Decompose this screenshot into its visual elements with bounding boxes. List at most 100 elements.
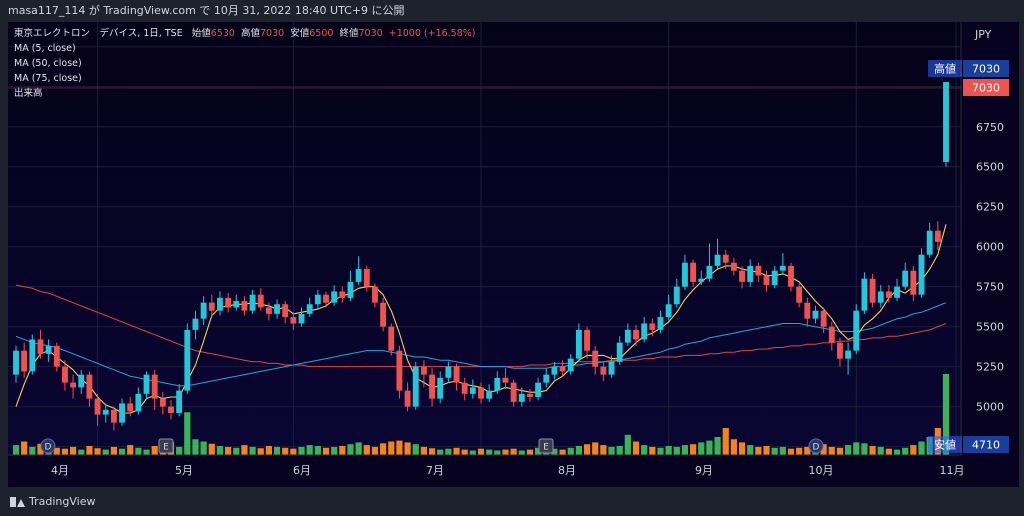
- candle-body: [845, 350, 852, 359]
- candle-body: [62, 366, 68, 383]
- candle-body: [918, 254, 925, 295]
- volume-bar: [347, 444, 354, 455]
- price-tick-label: 5250: [976, 361, 1004, 374]
- volume-bar: [135, 447, 142, 455]
- candle-body: [184, 329, 191, 391]
- volume-bar: [755, 446, 762, 455]
- candle-body: [453, 366, 460, 383]
- volume-bar: [698, 442, 705, 455]
- volume-bar: [461, 449, 468, 455]
- candle-body: [747, 265, 754, 282]
- candle-body: [828, 326, 835, 343]
- candle-body: [796, 286, 803, 303]
- candle-body: [722, 254, 729, 263]
- volume-bar: [641, 445, 648, 455]
- candle-body: [551, 366, 558, 375]
- candle-body: [885, 291, 892, 298]
- candle-body: [217, 297, 223, 311]
- month-tick-label: 4月: [51, 464, 69, 477]
- candle-body: [755, 265, 762, 276]
- volume-bar: [681, 445, 689, 455]
- event-marker-label: D: [813, 443, 820, 453]
- event-marker-label: D: [45, 443, 52, 453]
- volume-bar: [771, 447, 778, 455]
- time-axis: 4月 5月 6月 7月 8月 9月 10月 11月: [8, 454, 1019, 487]
- volume-bar: [902, 447, 909, 455]
- candle-body: [657, 317, 664, 330]
- candle-body: [527, 393, 533, 398]
- candle-body: [363, 269, 370, 287]
- dividend-marker-icon: [808, 438, 824, 454]
- candle-body: [575, 329, 582, 359]
- candle-body: [404, 390, 411, 407]
- volume-bar: [877, 446, 884, 455]
- candle-body: [110, 409, 117, 423]
- legend-ma5[interactable]: MA (5, close): [14, 43, 76, 54]
- volume-bar: [143, 449, 150, 455]
- volume-bar: [355, 442, 362, 455]
- volume-bar: [388, 441, 395, 455]
- candle-body: [13, 350, 19, 375]
- volume-bar: [37, 443, 44, 455]
- last-price-tag-box: [963, 79, 1009, 96]
- close-label: 終値: [339, 28, 359, 39]
- candle-body: [355, 269, 362, 282]
- candle-body: [763, 275, 770, 286]
- candle-body: [192, 318, 199, 330]
- volume-bar: [510, 448, 517, 455]
- volume-bar: [314, 446, 321, 455]
- publisher-bar: masa117_114 が TradingView.com で 10月 31, …: [0, 0, 1024, 22]
- candle-body: [902, 270, 909, 287]
- month-tick-label: 8月: [558, 464, 576, 477]
- candle-body: [820, 310, 827, 327]
- candle-body: [682, 262, 688, 287]
- candle-body: [608, 361, 615, 375]
- candle-body: [518, 393, 525, 402]
- volume-bar: [494, 450, 501, 455]
- volume-bar: [127, 445, 134, 455]
- candle-body: [706, 265, 713, 279]
- volume-bar: [208, 443, 215, 455]
- candle-body: [567, 358, 574, 372]
- high-tag-value: 7030: [972, 63, 1000, 76]
- volume-bar: [836, 447, 844, 455]
- candle-body: [461, 382, 468, 394]
- volume-bar: [690, 444, 697, 455]
- tradingview-logo-icon: [10, 496, 25, 507]
- volume-bar: [290, 448, 297, 455]
- candle-body: [249, 294, 256, 311]
- open-value: 6530: [210, 28, 235, 39]
- candle-body: [282, 304, 289, 318]
- legend-ma50[interactable]: MA (50, close): [14, 58, 82, 69]
- candle-body: [437, 377, 444, 399]
- volume-bar: [102, 449, 109, 455]
- candle-body: [265, 307, 272, 314]
- candle-body: [143, 374, 150, 394]
- low-value: 6500: [309, 28, 334, 39]
- volume-bar: [583, 444, 591, 455]
- candle-body: [429, 374, 435, 399]
- volume-bar: [942, 374, 950, 455]
- legend-ma75[interactable]: MA (75, close): [14, 73, 82, 84]
- currency-label: JPY: [974, 28, 992, 41]
- legend-volume[interactable]: 出来高: [14, 88, 43, 99]
- symbol-name: 東京エレクトロン デバイス, 1日, TSE: [14, 28, 183, 39]
- volume-bar: [592, 442, 599, 455]
- volume-bar: [486, 449, 493, 455]
- volume-bar: [796, 447, 803, 455]
- volume-bar: [249, 446, 256, 455]
- month-tick-label: 10月: [809, 464, 834, 477]
- volume-bar: [331, 446, 338, 455]
- volume-bar: [29, 446, 36, 455]
- candle-body: [151, 374, 158, 399]
- volume-bar: [257, 448, 264, 455]
- volume-bar: [298, 446, 305, 455]
- price-tags: 高値 7030 7030 安値 4710: [8, 60, 1009, 453]
- candle-body: [298, 313, 305, 324]
- volume-bar: [738, 442, 746, 455]
- volume-bar: [649, 446, 656, 455]
- candle-body: [714, 254, 721, 266]
- tradingview-logo[interactable]: TradingView: [10, 495, 95, 508]
